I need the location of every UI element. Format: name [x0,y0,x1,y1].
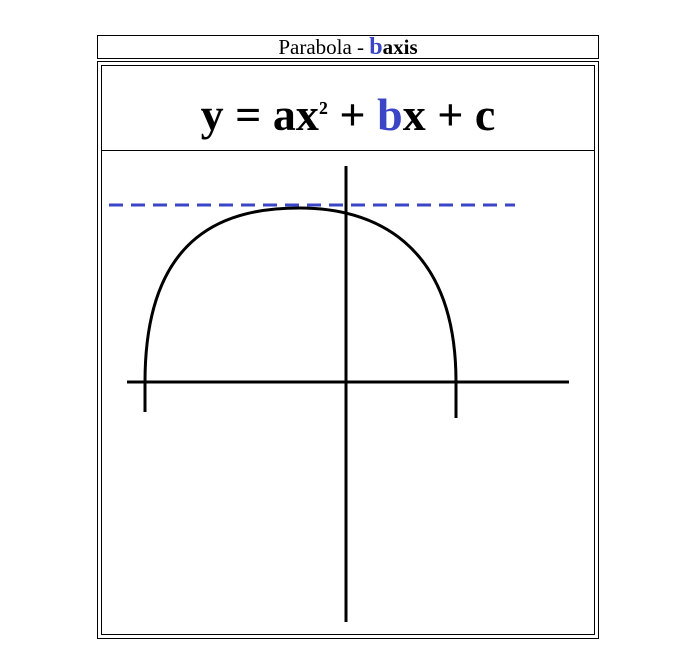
formula-exponent: ² [318,96,328,129]
diagram-panel: y = ax² + bx + c [97,61,599,639]
formula-highlight-b: b [377,89,403,140]
formula-plus: + [327,89,378,140]
quadratic-formula: y = ax² + bx + c [102,92,594,138]
window-title: Parabola - baxis [97,35,599,59]
diagram-inner-frame: y = ax² + bx + c [101,65,595,635]
title-highlight-b: b [369,34,383,60]
formula-header: y = ax² + bx + c [102,66,594,151]
parabola-curve [143,206,458,418]
formula-rest: x + c [402,89,496,140]
formula-lhs: y = ax [200,89,319,140]
title-suffix: axis [382,35,418,59]
title-prefix: Parabola - [278,35,370,59]
